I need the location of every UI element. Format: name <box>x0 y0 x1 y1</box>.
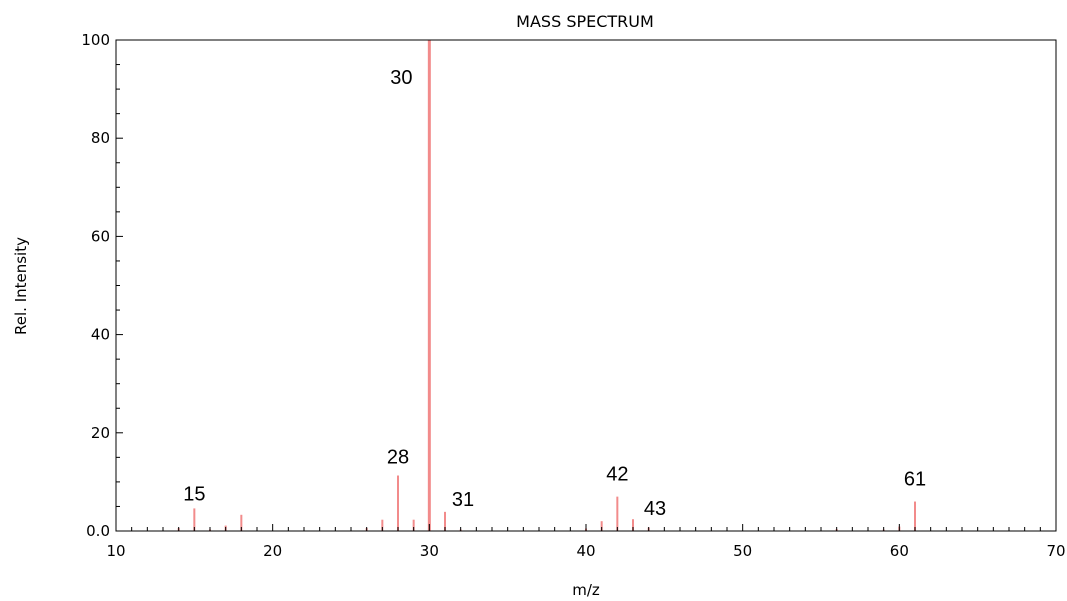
plot-frame <box>115 39 1057 532</box>
y-tick-label: 80 <box>91 129 110 147</box>
y-tick-label: 20 <box>91 424 110 442</box>
x-tick-label: 70 <box>1046 542 1065 560</box>
peak-label-15: 15 <box>183 483 205 505</box>
peak-annotations: 15 28 30 31 42 43 61 <box>183 67 926 520</box>
x-axis: 10 20 30 40 50 60 70 <box>106 524 1066 560</box>
peak-label-30: 30 <box>390 67 412 89</box>
chart-title: MASS SPECTRUM <box>516 12 654 31</box>
peak-label-31: 31 <box>452 489 474 511</box>
peak-label-43: 43 <box>644 498 666 520</box>
x-axis-label: m/z <box>572 581 600 599</box>
y-tick-label: 100 <box>81 31 110 49</box>
peak-label-28: 28 <box>387 447 409 469</box>
x-tick-label: 20 <box>263 542 282 560</box>
x-tick-label: 40 <box>576 542 595 560</box>
x-tick-label: 60 <box>890 542 909 560</box>
x-tick-label: 10 <box>106 542 125 560</box>
peak-label-42: 42 <box>606 464 628 486</box>
y-axis: 0.0 20 40 60 80 100 <box>81 31 123 540</box>
x-tick-label: 50 <box>733 542 752 560</box>
peak-label-61: 61 <box>904 469 926 491</box>
y-tick-label: 0.0 <box>86 522 110 540</box>
y-axis-label: Rel. Intensity <box>12 237 30 335</box>
peak-bars <box>177 40 916 531</box>
y-tick-label: 60 <box>91 227 110 245</box>
y-tick-label: 40 <box>91 326 110 344</box>
x-tick-label: 30 <box>420 542 439 560</box>
